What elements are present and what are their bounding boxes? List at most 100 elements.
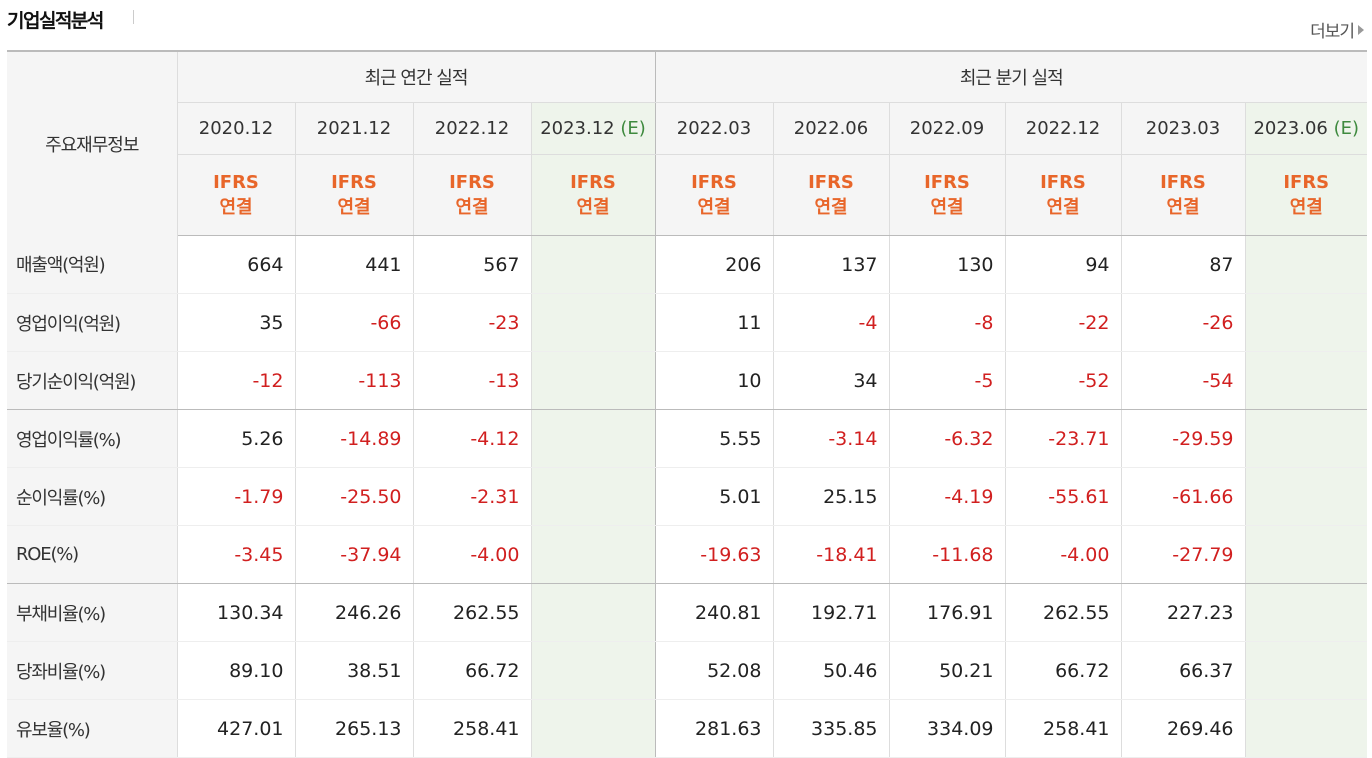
table-cell <box>530 641 655 700</box>
table-cell: -4.19 <box>888 467 1005 526</box>
ifrs-badge: IFRS 연결 <box>1244 154 1367 236</box>
period-header: 2023.06 (E) <box>1244 102 1367 155</box>
table-cell: -12 <box>176 351 295 410</box>
table-cell: -19.63 <box>654 525 773 584</box>
table-cell: 246.26 <box>294 583 413 642</box>
table-cell: 5.26 <box>176 409 295 468</box>
period-label: 2020.12 <box>198 118 274 139</box>
table-cell: 441 <box>294 235 413 294</box>
table-cell: 176.91 <box>888 583 1005 642</box>
table-cell: -18.41 <box>772 525 889 584</box>
table-cell: -61.66 <box>1120 467 1245 526</box>
ifrs-label: IFRS <box>213 172 259 193</box>
table-cell: -5 <box>888 351 1005 410</box>
table-cell: 10 <box>654 351 773 410</box>
table-row: 당좌비율(%) 89.10 38.51 66.72 52.08 50.46 50.21 66.… <box>7 641 1367 700</box>
consolidated-label: 연결 <box>814 197 848 218</box>
table-cell: 130.34 <box>176 583 295 642</box>
table-cell: -25.50 <box>294 467 413 526</box>
table-cell <box>1244 641 1367 700</box>
table-cell: 258.41 <box>1004 699 1121 758</box>
table-cell: -8 <box>888 293 1005 352</box>
table-cell: -11.68 <box>888 525 1005 584</box>
period-header: 2022.09 <box>888 102 1005 155</box>
ifrs-label: IFRS <box>1160 172 1206 193</box>
table-row: 매출액(억원) 664 441 567 206 137 130 94 87 <box>7 235 1367 294</box>
period-header: 2022.06 <box>772 102 889 155</box>
table-row: ROE(%) -3.45 -37.94 -4.00 -19.63 -18.41 -11.68… <box>7 525 1367 584</box>
table-cell: -4.00 <box>1004 525 1121 584</box>
table-cell: 240.81 <box>654 583 773 642</box>
table-cell: -113 <box>294 351 413 410</box>
table-cell: 25.15 <box>772 467 889 526</box>
consolidated-label: 연결 <box>219 197 253 218</box>
ifrs-label: IFRS <box>808 172 854 193</box>
table-cell: 34 <box>772 351 889 410</box>
table-cell: 262.55 <box>412 583 531 642</box>
ifrs-label: IFRS <box>924 172 970 193</box>
consolidated-label: 연결 <box>1289 197 1323 218</box>
period-header: 2022.03 <box>654 102 773 155</box>
table-cell: 335.85 <box>772 699 889 758</box>
row-label: 당좌비율(%) <box>7 641 178 700</box>
period-label: 2023.12 <box>540 118 615 139</box>
table-cell <box>530 409 655 468</box>
table-cell: 567 <box>412 235 531 294</box>
table-cell <box>1244 467 1367 526</box>
ifrs-badge: IFRS 연결 <box>888 154 1005 236</box>
table-cell: -37.94 <box>294 525 413 584</box>
table-cell: -29.59 <box>1120 409 1245 468</box>
table-cell: 269.46 <box>1120 699 1245 758</box>
table-cell: 664 <box>176 235 295 294</box>
period-header: 2023.03 <box>1120 102 1245 155</box>
consolidated-label: 연결 <box>455 197 489 218</box>
period-label: 2023.03 <box>1145 118 1221 139</box>
ifrs-label: IFRS <box>449 172 495 193</box>
table-cell: 11 <box>654 293 773 352</box>
table-cell: -3.45 <box>176 525 295 584</box>
period-header: 2021.12 <box>294 102 413 155</box>
table-cell: 94 <box>1004 235 1121 294</box>
consolidated-label: 연결 <box>930 197 964 218</box>
table-cell: 5.55 <box>654 409 773 468</box>
ifrs-label: IFRS <box>691 172 737 193</box>
table-cell: 427.01 <box>176 699 295 758</box>
table-cell <box>1244 525 1367 584</box>
financial-summary-table: 주요재무정보 최근 연간 실적 최근 분기 실적 2020.12 2021.12 2… <box>7 50 1367 758</box>
ifrs-label: IFRS <box>331 172 377 193</box>
table-cell: 52.08 <box>654 641 773 700</box>
corner-label: 주요재무정보 <box>7 51 178 236</box>
table-cell: 35 <box>176 293 295 352</box>
row-label: 순이익률(%) <box>7 467 178 526</box>
row-label: 매출액(억원) <box>7 235 178 294</box>
period-label: 2023.06 <box>1253 118 1328 139</box>
table-cell: -23 <box>412 293 531 352</box>
consolidated-label: 연결 <box>697 197 731 218</box>
ifrs-badge: IFRS 연결 <box>1004 154 1121 236</box>
table-cell: 206 <box>654 235 773 294</box>
ifrs-badge: IFRS 연결 <box>772 154 889 236</box>
table-row: 부채비율(%) 130.34 246.26 262.55 240.81 192.71 176… <box>7 583 1367 642</box>
table-cell: -66 <box>294 293 413 352</box>
section-title: 기업실적분석 <box>7 10 104 32</box>
table-cell: -27.79 <box>1120 525 1245 584</box>
row-label: 유보율(%) <box>7 699 178 758</box>
consolidated-label: 연결 <box>576 197 610 218</box>
period-label: 2022.09 <box>909 118 985 139</box>
period-header: 2023.12 (E) <box>530 102 655 155</box>
table-row: 유보율(%) 427.01 265.13 258.41 281.63 335.85 334.… <box>7 699 1367 758</box>
period-label: 2022.06 <box>793 118 869 139</box>
table-cell: 227.23 <box>1120 583 1245 642</box>
table-cell: -6.32 <box>888 409 1005 468</box>
table-cell <box>1244 699 1367 758</box>
table-cell: -2.31 <box>412 467 531 526</box>
title-divider <box>133 10 134 24</box>
ifrs-badge: IFRS 연결 <box>412 154 531 236</box>
row-label: 영업이익률(%) <box>7 409 178 468</box>
period-label: 2022.12 <box>1025 118 1101 139</box>
more-link[interactable]: 더보기 <box>1310 17 1364 42</box>
table-cell: -54 <box>1120 351 1245 410</box>
group-quarterly: 최근 분기 실적 <box>654 51 1367 103</box>
ifrs-badge: IFRS 연결 <box>654 154 773 236</box>
estimate-marker: (E) <box>620 118 646 139</box>
